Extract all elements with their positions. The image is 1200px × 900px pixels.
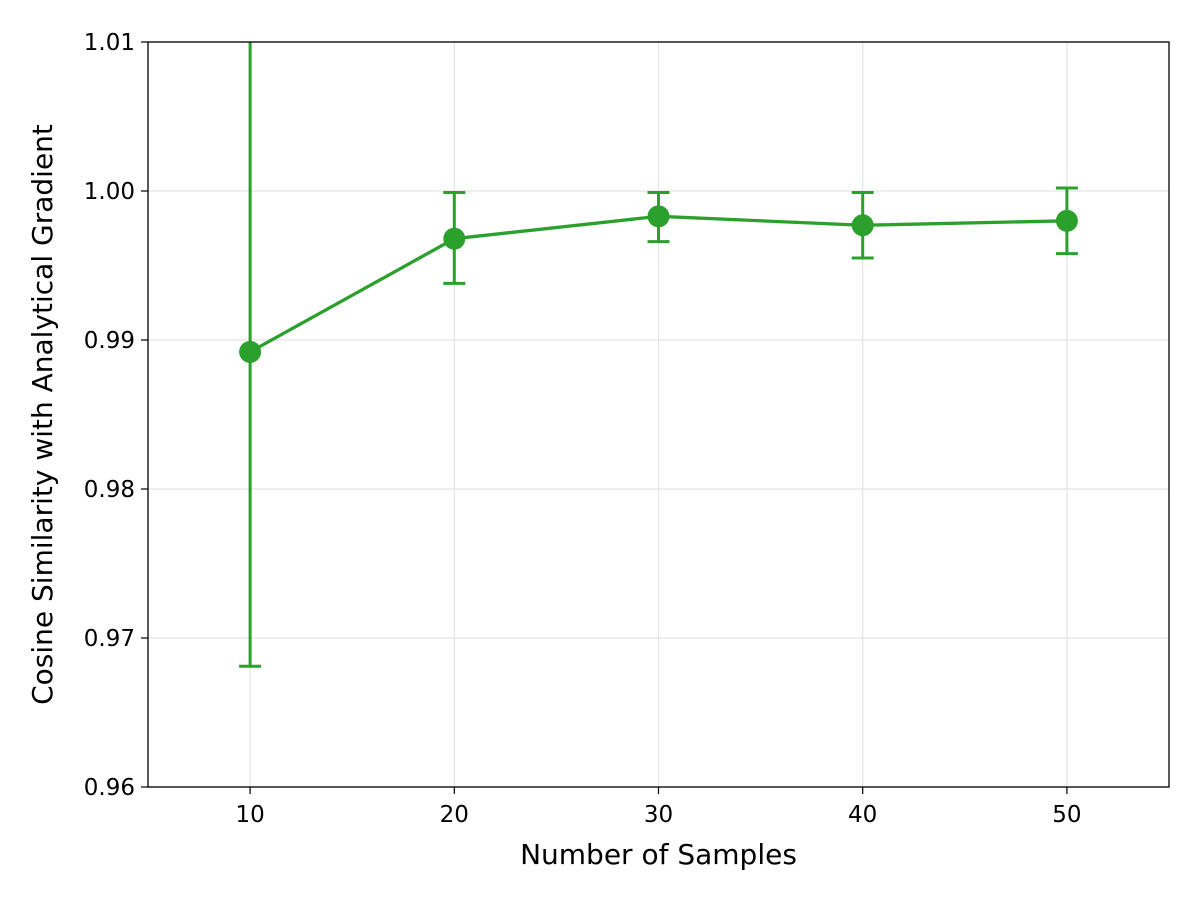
x-tick-label: 50: [1052, 802, 1081, 828]
series-layer: [239, 42, 1078, 668]
data-point: [239, 340, 262, 363]
ticks-layer: 10 20 30 40 50 0.96 0.97 0.98 0.99 1.00 1.01: [84, 30, 1082, 828]
x-tick-label: 10: [235, 802, 264, 828]
y-tick-label: 1.00: [84, 179, 135, 205]
data-point: [647, 205, 670, 228]
x-tick-label: 40: [848, 802, 877, 828]
data-point: [851, 214, 874, 237]
data-point: [443, 227, 466, 250]
y-tick-label: 0.97: [84, 626, 135, 652]
y-tick-label: 0.96: [84, 775, 135, 801]
data-point: [1055, 209, 1078, 232]
y-tick-label: 1.01: [84, 30, 135, 56]
y-tick-label: 0.98: [84, 477, 135, 503]
x-tick-label: 20: [440, 802, 469, 828]
y-tick-label: 0.99: [84, 328, 135, 354]
x-axis-label: Number of Samples: [520, 838, 797, 871]
x-tick-label: 30: [644, 802, 673, 828]
y-axis-label: Cosine Similarity with Analytical Gradie…: [26, 124, 59, 705]
